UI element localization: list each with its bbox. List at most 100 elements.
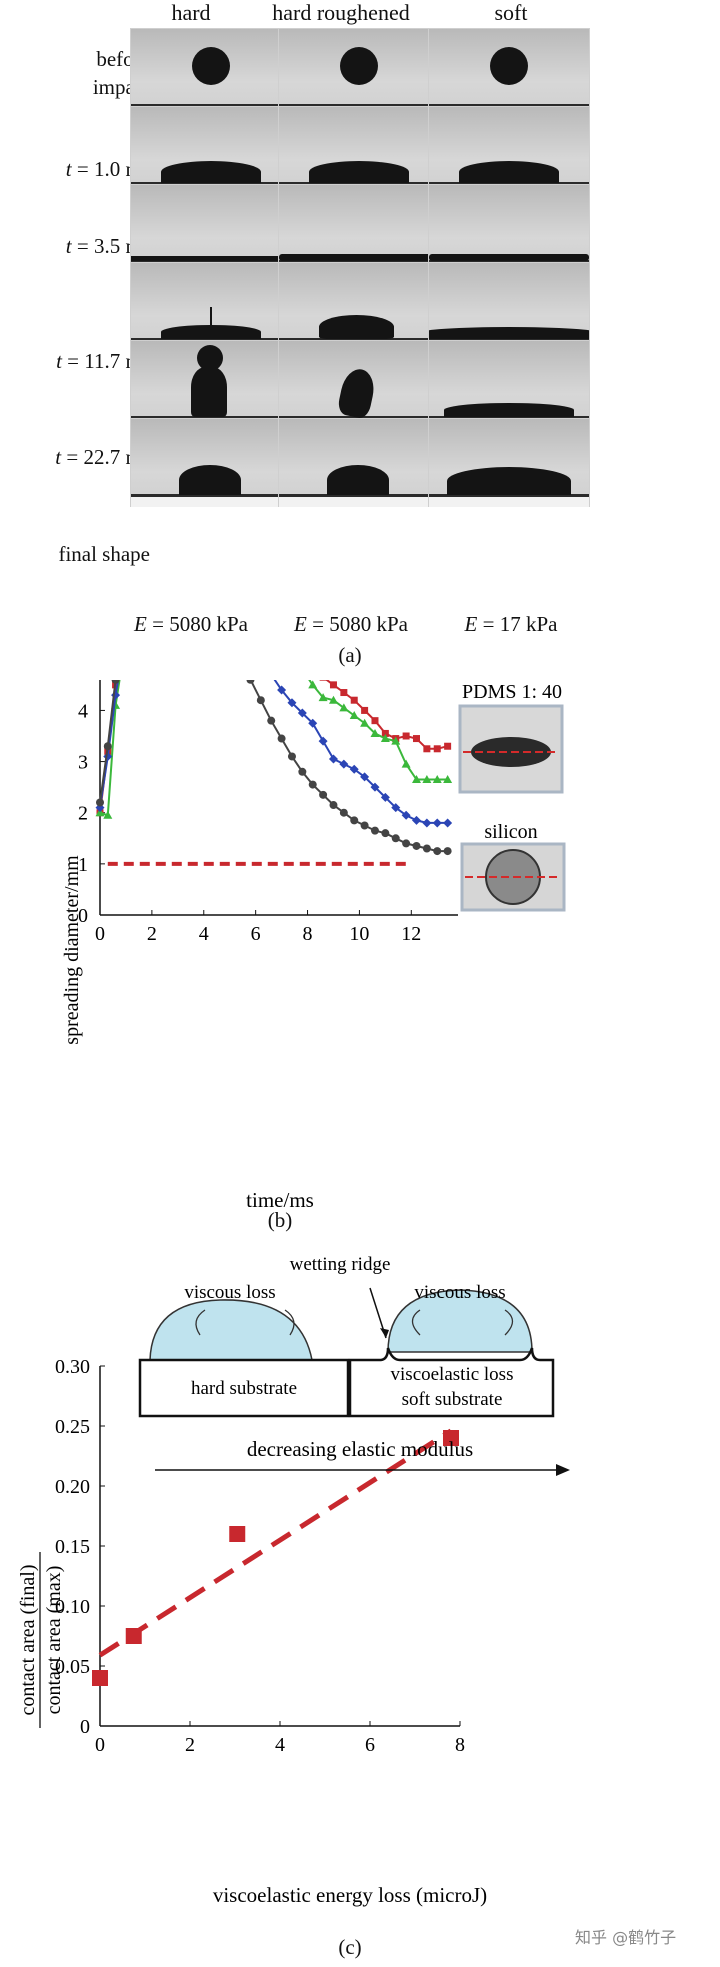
wetting-schematic: viscous loss hard substrate wetting ridg… [138, 1254, 555, 1418]
chart-b-insets: PDMS 1: 40 silicon [458, 681, 566, 912]
data-point [111, 690, 121, 700]
data-point [256, 696, 265, 705]
x-tick-label: 2 [147, 923, 157, 945]
data-point [340, 689, 348, 697]
inset-pdms: PDMS 1: 40 [458, 681, 564, 794]
trend-line [98, 1428, 453, 1658]
data-point [391, 834, 400, 843]
x-tick-label: 2 [185, 1734, 195, 1756]
ylabel-numerator: contact area (final) [17, 1564, 39, 1715]
data-point [125, 1628, 142, 1644]
data-point [422, 774, 432, 783]
droplet-photo [130, 418, 292, 507]
droplet-photo [278, 340, 440, 429]
column-header-hard: hard [171, 0, 211, 25]
droplet-shape [197, 345, 223, 371]
data-point [411, 815, 421, 825]
droplet-shape [161, 325, 261, 339]
droplet-shape [340, 47, 378, 85]
droplet-photo [130, 184, 292, 273]
data-point [433, 745, 441, 753]
droplet-photo [130, 340, 292, 429]
modulus-value: = 17 kPa [477, 612, 558, 636]
droplet-shape [192, 47, 230, 85]
droplet-shape [131, 256, 291, 261]
droplet-photo [278, 106, 440, 195]
droplet-photo [428, 418, 590, 507]
series-1 [95, 680, 453, 819]
data-point [350, 696, 358, 704]
caption-c: (c) [338, 1935, 362, 1959]
x-tick-label: 8 [455, 1734, 465, 1756]
data-point [443, 1430, 459, 1446]
y-tick-label: 1 [78, 854, 88, 876]
data-point [246, 680, 255, 684]
data-point [401, 759, 411, 768]
droplet-photo [428, 28, 590, 117]
data-point [328, 695, 338, 704]
data-point [370, 728, 380, 737]
soft-droplet [387, 1289, 533, 1353]
data-point [422, 818, 432, 828]
series-line [99, 680, 448, 853]
droplet-photo [278, 28, 440, 117]
y-tick-label: 0.05 [55, 1656, 90, 1678]
data-point [339, 808, 348, 817]
chart-c-axes: 0 2 4 6 8 0 0.05 0.10 0.15 0.20 0.25 0.30 [55, 1356, 465, 1756]
y-tick-label: 0.25 [55, 1416, 90, 1438]
data-point [92, 1670, 108, 1686]
data-point [381, 729, 389, 737]
data-point [308, 718, 318, 728]
droplet-shape [179, 465, 241, 495]
data-point [391, 736, 401, 745]
droplet-shape [429, 327, 589, 339]
droplet-photo [130, 262, 292, 351]
data-point [422, 844, 431, 853]
row-label-t4: t = 22.7 ms [0, 443, 150, 471]
data-point [319, 790, 328, 799]
data-point [95, 808, 105, 817]
hard-substrate-block [138, 1358, 350, 1418]
row-label-line1: before [96, 47, 150, 71]
data-point [229, 1526, 246, 1542]
droplet-shape [279, 254, 439, 261]
modulus-value: = 5080 kPa [306, 612, 408, 636]
droplet-photo [130, 28, 292, 117]
data-point [381, 829, 390, 838]
row-label-t1: t = 1.0 ms [0, 155, 150, 183]
data-point [287, 698, 297, 708]
data-point [339, 759, 349, 769]
data-point [443, 774, 453, 783]
droplet-shape [191, 367, 227, 417]
watermark: 知乎 @鹤竹子 [575, 1928, 677, 1947]
series-line [99, 680, 448, 824]
loss-arrow [504, 1309, 514, 1336]
data-point [412, 735, 420, 743]
modulus-arrow: decreasing elastic modulus [155, 1437, 570, 1476]
x-tick-label: 12 [401, 923, 421, 945]
row-label-line2: impact [92, 75, 150, 99]
loss-arrow [195, 1309, 206, 1336]
x-tick-label: 6 [251, 923, 261, 945]
data-point [277, 734, 286, 743]
data-point [370, 782, 380, 792]
data-point [277, 685, 287, 695]
y-tick-label: 3 [78, 752, 88, 774]
time-symbol: t [55, 445, 62, 469]
modulus-value: = 5080 kPa [146, 612, 248, 636]
droplet-shape [319, 315, 394, 339]
x-tick-label: 6 [365, 1734, 375, 1756]
x-tick-label: 10 [349, 923, 369, 945]
spreading-diameter-chart: 02468101201234567 PDMS 1: 40, G = 0.25 M… [61, 680, 566, 1212]
x-tick-label: 4 [199, 923, 209, 945]
data-point [360, 772, 370, 782]
data-point [298, 767, 307, 776]
chart-b-ylabel: spreading diameter/mm [61, 855, 83, 1045]
data-point [402, 732, 410, 740]
data-point [339, 703, 349, 712]
chart-b-axes: 02468101201234567 [78, 680, 458, 945]
row-label-t2: t = 3.5 ms [0, 232, 150, 260]
data-point [308, 780, 317, 789]
inset-silicon: silicon [460, 821, 566, 912]
data-point [380, 792, 390, 802]
